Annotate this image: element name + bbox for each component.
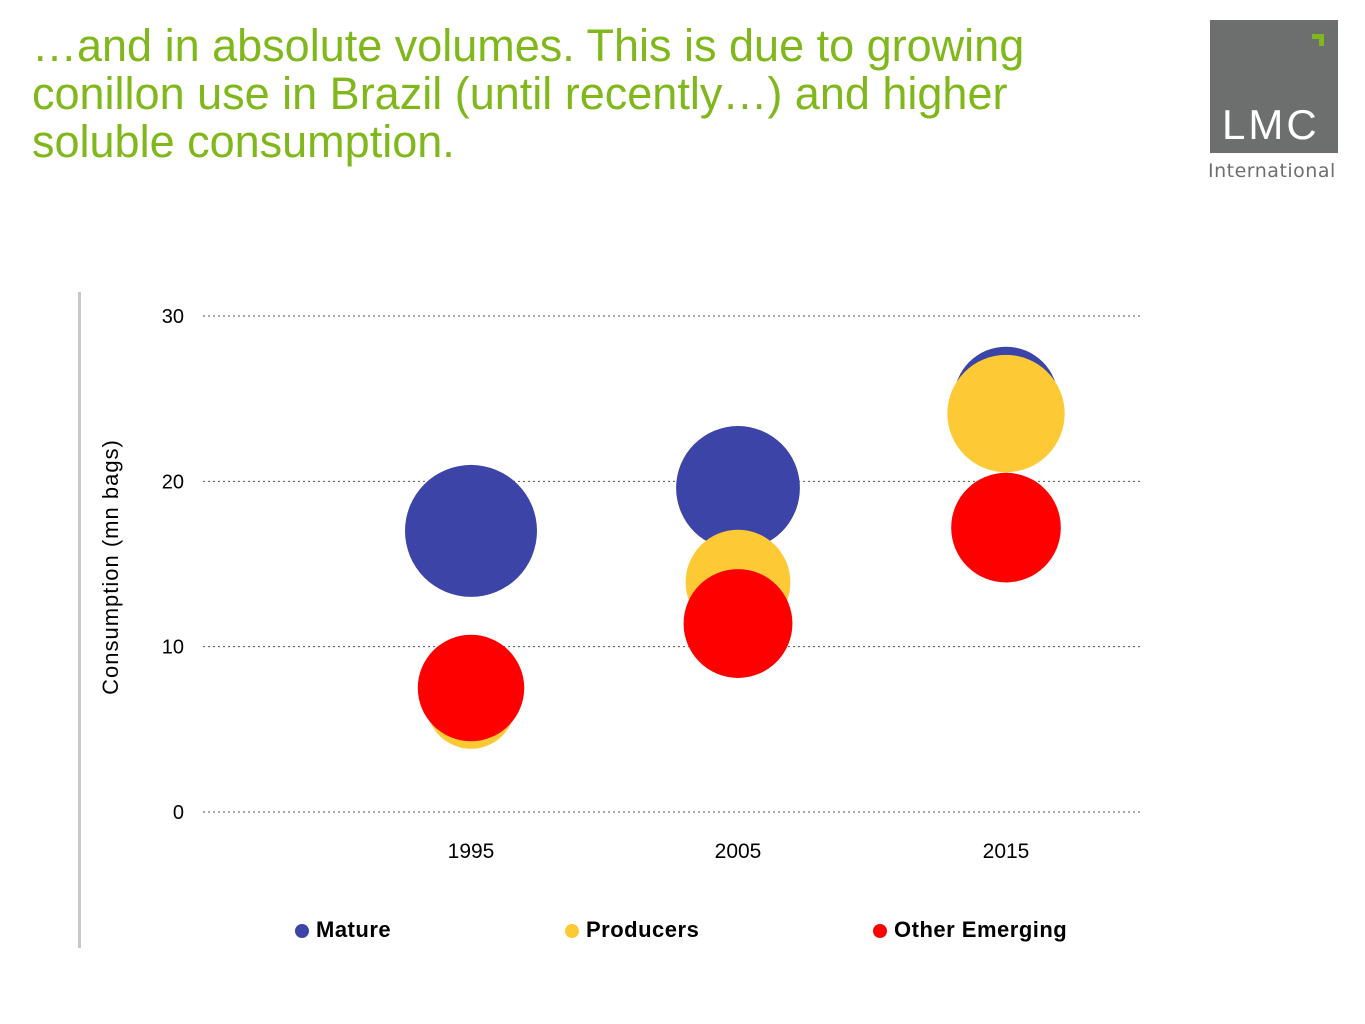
bubble <box>683 569 793 678</box>
bubble <box>676 426 800 550</box>
logo-subtitle: International <box>1208 160 1336 182</box>
legend-label: Other Emerging <box>894 917 1067 942</box>
legend-marker-icon <box>873 924 887 938</box>
lmc-logo: LMC International <box>1208 20 1340 190</box>
bubble-layer <box>405 346 1065 749</box>
legend-marker-icon <box>565 924 579 938</box>
y-tick-label: 10 <box>162 637 184 659</box>
bubble <box>417 634 525 742</box>
x-tick-label: 2015 <box>983 840 1030 863</box>
y-axis-title: Consumption (mn bags) <box>98 439 123 695</box>
y-tick-label: 20 <box>162 471 184 493</box>
legend: Mature Producers Other Emerging <box>295 917 1067 942</box>
y-tick-label: 30 <box>162 306 184 328</box>
bubble <box>947 354 1065 473</box>
legend-marker-icon <box>295 924 309 938</box>
y-tick-labels: 0 10 20 30 <box>162 306 184 824</box>
bubble <box>951 472 1061 583</box>
y-tick-label: 0 <box>173 802 184 824</box>
legend-label: Mature <box>316 917 391 942</box>
bubble <box>405 464 537 597</box>
slide-headline: …and in absolute volumes. This is due to… <box>32 20 1025 167</box>
x-tick-label: 2005 <box>715 840 762 863</box>
chart-frame-line <box>78 292 81 948</box>
x-tick-label: 1995 <box>448 840 495 863</box>
legend-label: Producers <box>586 917 699 942</box>
logo-corner-icon <box>1312 34 1324 46</box>
logo-mark: LMC <box>1222 101 1320 148</box>
logo-box: LMC <box>1210 20 1338 153</box>
x-tick-labels: 1995 2005 2015 <box>448 840 1030 863</box>
